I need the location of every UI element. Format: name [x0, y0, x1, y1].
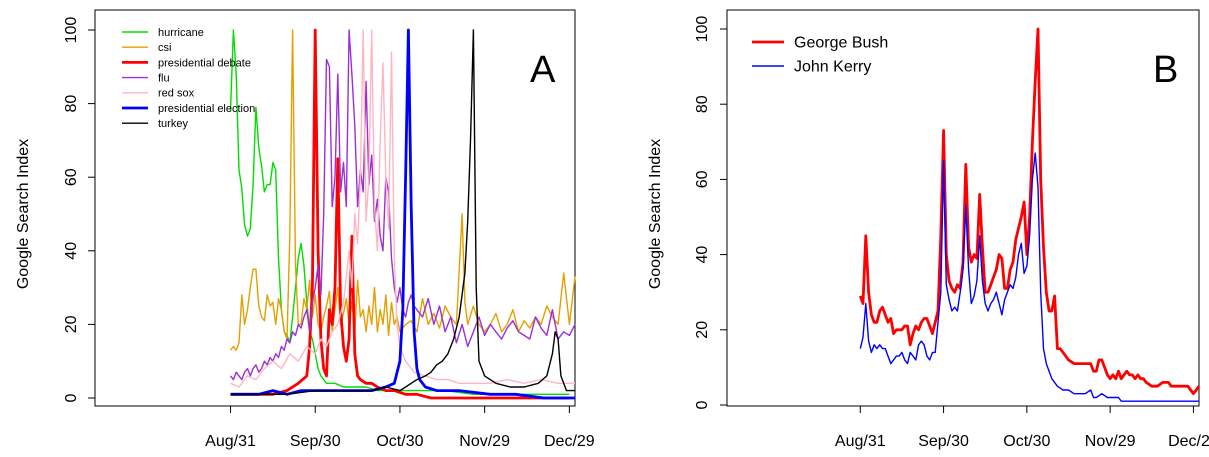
y-tick-label: 100	[694, 16, 711, 43]
y-tick-label: 80	[63, 95, 80, 113]
y-tick-label: 0	[694, 400, 711, 409]
panel-a-x-axis: Aug/31 Sep/30 Oct/30 Nov/29 Dec/29	[205, 405, 595, 450]
y-tick-label: 60	[694, 170, 711, 188]
y-tick-label: 100	[63, 17, 80, 44]
y-tick-label: 20	[63, 315, 80, 333]
y-tick-label: 20	[694, 321, 711, 339]
panel-b-series	[858, 27, 1201, 402]
series-line-flu	[229, 29, 576, 381]
panel-a: 0 20 40 60 80 100 Aug/31 Sep/30 Oct/30 Nov/29 Dec…	[15, 9, 595, 450]
series-line-hurricane	[229, 29, 570, 395]
panel-a-letter: A	[530, 49, 556, 91]
x-tick-label: Oct/30	[376, 433, 423, 450]
y-tick-label: 60	[63, 168, 80, 186]
legend-label-flu: flu	[158, 72, 170, 84]
series-line-turkey	[230, 29, 575, 395]
legend-label-george-bush: George Bush	[794, 35, 888, 52]
legend-label-hurricane: hurricane	[158, 27, 204, 39]
legend-label-csi: csi	[158, 42, 171, 54]
series-line-red-sox	[230, 29, 575, 388]
legend-label-john-kerry: John Kerry	[794, 59, 871, 76]
legend-label-red-sox: red sox	[158, 88, 195, 100]
x-tick-label: Dec/29	[544, 433, 595, 450]
x-tick-label: Sep/30	[918, 433, 969, 450]
series-line-george-bush	[858, 27, 1201, 396]
legend-label-turkey: turkey	[158, 118, 188, 130]
x-tick-label: Aug/31	[205, 433, 256, 450]
y-tick-label: 40	[63, 242, 80, 260]
series-line-john-kerry	[859, 152, 1199, 402]
panel-b-y-axis-label: Google Search Index	[647, 139, 664, 289]
legend-label-presidential-election: presidential election	[158, 103, 255, 115]
panel-b-letter: B	[1153, 49, 1178, 91]
y-tick-label: 0	[63, 393, 80, 402]
panel-b: 0 20 40 60 80 100 Aug/31 Sep/30 Oct/30 Nov/29 Dec…	[647, 9, 1209, 450]
panel-b-x-axis: Aug/31 Sep/30 Oct/30 Nov/29 Dec/29	[835, 405, 1209, 450]
panel-a-legend: hurricane csi presidential debate flu red so…	[122, 27, 255, 130]
x-tick-label: Aug/31	[835, 433, 886, 450]
panel-a-y-axis-label: Google Search Index	[15, 139, 32, 289]
panel-b-legend: George Bush John Kerry	[752, 35, 888, 76]
x-tick-label: Nov/29	[459, 433, 510, 450]
panel-a-series	[229, 28, 576, 400]
panel-a-y-axis: 0 20 40 60 80 100	[63, 17, 96, 402]
series-line-presidential-election	[230, 28, 575, 400]
panel-b-y-axis: 0 20 40 60 80 100	[694, 16, 728, 409]
x-tick-label: Dec/29	[1168, 433, 1209, 450]
y-tick-label: 40	[694, 246, 711, 264]
x-tick-label: Oct/30	[1003, 433, 1050, 450]
y-tick-label: 80	[694, 95, 711, 113]
panel-a-plot-frame	[94, 9, 576, 407]
legend-label-presidential-debate: presidential debate	[158, 57, 251, 69]
x-tick-label: Sep/30	[290, 433, 341, 450]
x-tick-label: Nov/29	[1085, 433, 1136, 450]
